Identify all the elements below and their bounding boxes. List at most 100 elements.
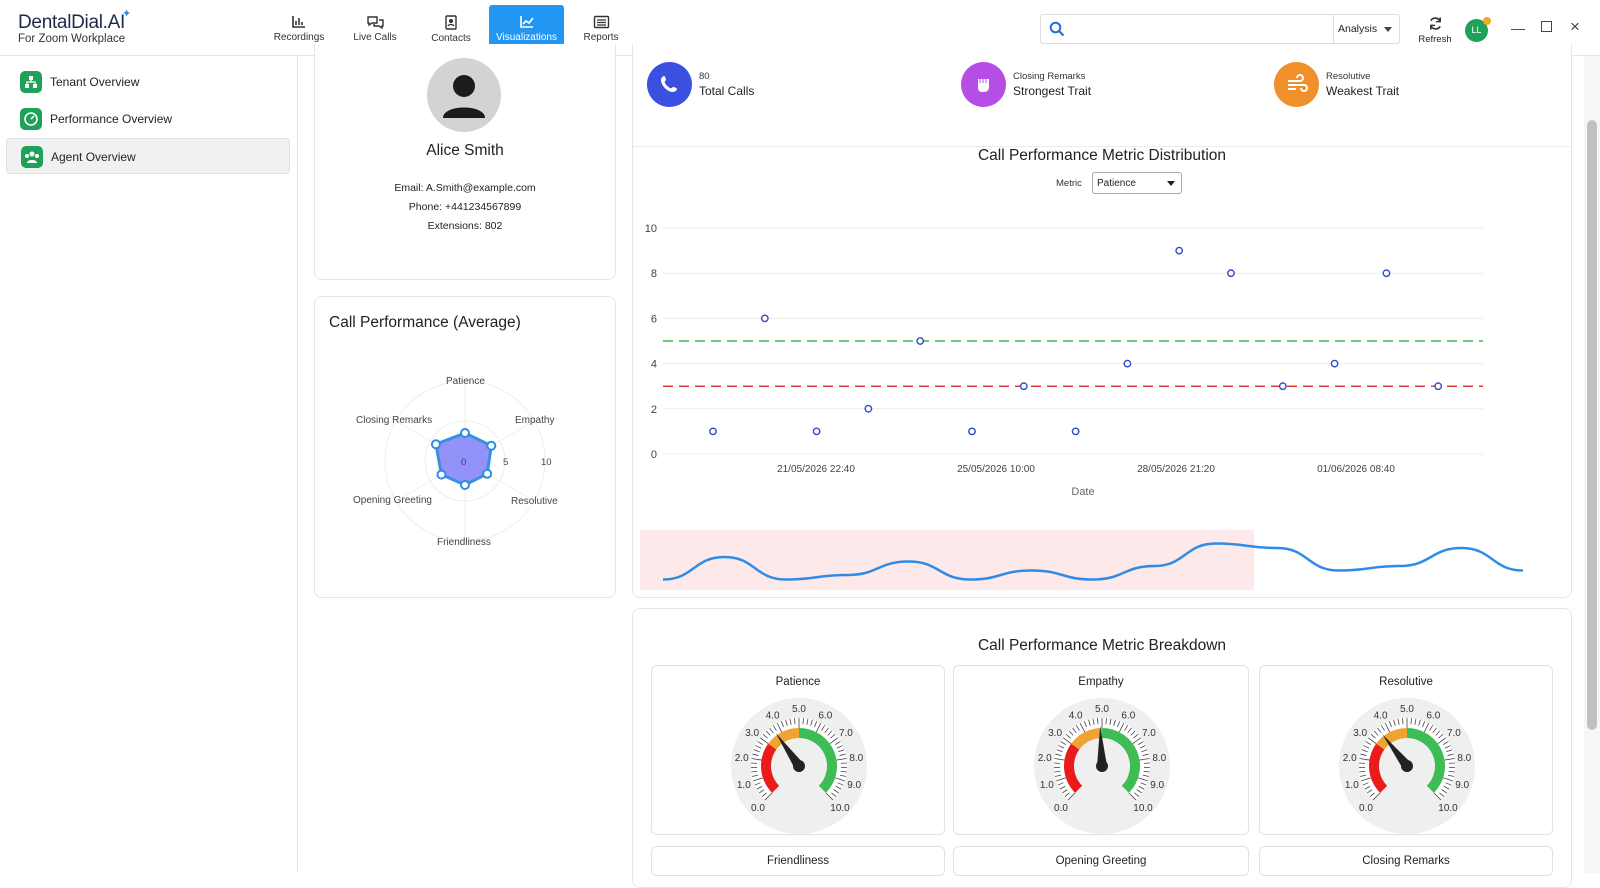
refresh-button[interactable]: Refresh — [1416, 16, 1454, 45]
radar-point — [483, 470, 491, 478]
gauge-patience: 0.01.02.03.04.05.06.07.08.09.010.0 — [652, 666, 946, 836]
gauge-tick-label: 4.0 — [766, 710, 780, 721]
gauge-tick-label: 9.0 — [847, 780, 861, 791]
gauge-tick — [1106, 718, 1107, 724]
x-axis-title: Date — [633, 486, 1533, 498]
y-tick-label: 8 — [651, 268, 657, 280]
sidebar-item-label: Agent Overview — [51, 150, 136, 164]
data-point — [813, 428, 819, 434]
gauge-tick-label: 3.0 — [1048, 728, 1062, 739]
gauge-tick-label: 5.0 — [1095, 704, 1109, 715]
radar-tick-label: 0 — [461, 457, 466, 468]
sidebar-item-tenant-overview[interactable]: Tenant Overview — [6, 64, 290, 100]
org-chart-icon — [20, 71, 42, 93]
radar-tick-label: 5 — [503, 457, 508, 468]
sidebar-item-label: Performance Overview — [50, 112, 172, 126]
gauge-tick-label: 6.0 — [818, 710, 832, 721]
gauge-tick-label: 4.0 — [1374, 710, 1388, 721]
gauge-needle-hub — [793, 760, 805, 772]
reports-icon — [593, 15, 610, 29]
data-point — [762, 315, 768, 321]
close-button[interactable]: × — [1570, 17, 1580, 37]
radar-point — [487, 442, 495, 450]
gauge-card-friendliness: Friendliness — [651, 846, 945, 876]
notification-dot — [1483, 17, 1491, 25]
sidebar-item-label: Tenant Overview — [50, 75, 139, 89]
sparkle-icon: ✦ — [122, 7, 131, 20]
gauge-tick-label: 0.0 — [751, 803, 765, 814]
data-point — [969, 428, 975, 434]
data-point — [1072, 428, 1078, 434]
radar-chart-card: Call Performance (Average) Patience Empa… — [314, 296, 616, 598]
gauge-tick-label: 10.0 — [1133, 803, 1153, 814]
search-bar: Analysis — [1040, 14, 1400, 44]
live-calls-icon — [366, 15, 384, 29]
scrollbar-thumb[interactable] — [1587, 120, 1597, 730]
gauge-tick-label: 3.0 — [745, 728, 759, 739]
nav-label: Contacts — [431, 33, 470, 44]
gauge-needle-hub — [1096, 760, 1108, 772]
agent-email: Email: A.Smith@example.com — [315, 182, 615, 194]
gauge-tick-label: 0.0 — [1359, 803, 1373, 814]
nav-label: Live Calls — [353, 32, 396, 43]
gauge-empathy: 0.01.02.03.04.05.06.07.08.09.010.0 — [954, 666, 1250, 836]
maximize-button[interactable] — [1541, 21, 1552, 32]
minimize-button[interactable]: — — [1511, 20, 1525, 36]
gauge-tick-label: 8.0 — [1152, 753, 1166, 764]
radar-tick-label: 10 — [541, 457, 552, 468]
radar-axis-label: Patience — [446, 376, 485, 387]
gauge-card-closing-remarks: Closing Remarks — [1259, 846, 1553, 876]
brand-subtitle: For Zoom Workplace — [18, 33, 125, 45]
user-avatar[interactable]: LL — [1465, 19, 1488, 42]
sidebar: Tenant Overview Performance Overview Age… — [0, 56, 298, 873]
sidebar-item-performance-overview[interactable]: Performance Overview — [6, 101, 290, 137]
scrollbar[interactable] — [1584, 56, 1600, 873]
agent-avatar — [427, 58, 501, 132]
breakdown-card: Call Performance Metric Breakdown Patien… — [632, 608, 1572, 888]
gauge-needle-hub — [1401, 760, 1413, 772]
radar-chart — [315, 297, 617, 599]
y-tick-label: 2 — [651, 404, 657, 416]
search-input[interactable] — [1071, 18, 1326, 40]
gauge-tick-label: 7.0 — [1142, 728, 1156, 739]
data-point — [1176, 247, 1182, 253]
gauge-tick-label: 0.0 — [1054, 803, 1068, 814]
data-point — [1383, 270, 1389, 276]
gauge-tick-label: 8.0 — [1457, 753, 1471, 764]
gauge-title: Friendliness — [652, 855, 944, 867]
x-tick-label: 25/05/2026 10:00 — [957, 464, 1035, 475]
y-tick-label: 0 — [651, 449, 657, 461]
sidebar-item-agent-overview[interactable]: Agent Overview — [6, 138, 290, 174]
visualizations-icon — [519, 15, 535, 29]
app-logo[interactable]: DentalDial.AI ✦ For Zoom Workplace — [18, 12, 125, 45]
y-tick-label: 10 — [645, 223, 657, 235]
radar-axis-label: Closing Remarks — [356, 415, 432, 426]
gauge-tick-label: 5.0 — [1400, 704, 1414, 715]
gauge-tick-label: 7.0 — [1447, 728, 1461, 739]
nav-label: Visualizations — [496, 32, 557, 43]
nav-label: Reports — [583, 32, 618, 43]
gauge-tick-label: 5.0 — [792, 704, 806, 715]
gauge-tick-label: 8.0 — [849, 753, 863, 764]
x-tick-label: 21/05/2026 22:40 — [777, 464, 855, 475]
distribution-card: 80 Total Calls Closing Remarks Strongest… — [632, 44, 1572, 598]
data-point — [865, 406, 871, 412]
gauge-tick-label: 9.0 — [1455, 780, 1469, 791]
gauge-icon — [20, 108, 42, 130]
data-point — [1435, 383, 1441, 389]
gauge-tick-label: 6.0 — [1121, 710, 1135, 721]
user-initials: LL — [1471, 25, 1481, 35]
search-scope-select[interactable]: Analysis — [1333, 15, 1400, 43]
radar-point — [432, 440, 440, 448]
data-point — [1228, 270, 1234, 276]
agent-name: Alice Smith — [315, 142, 615, 160]
brand-name: DentalDial.AI — [18, 12, 125, 34]
gauge-tick — [1097, 718, 1098, 724]
gauge-tick-label: 10.0 — [830, 803, 850, 814]
gauge-tick-label: 3.0 — [1353, 728, 1367, 739]
chevron-down-icon — [1384, 27, 1392, 32]
gauge-tick-label: 2.0 — [1038, 753, 1052, 764]
gauge-tick-label: 9.0 — [1150, 780, 1164, 791]
